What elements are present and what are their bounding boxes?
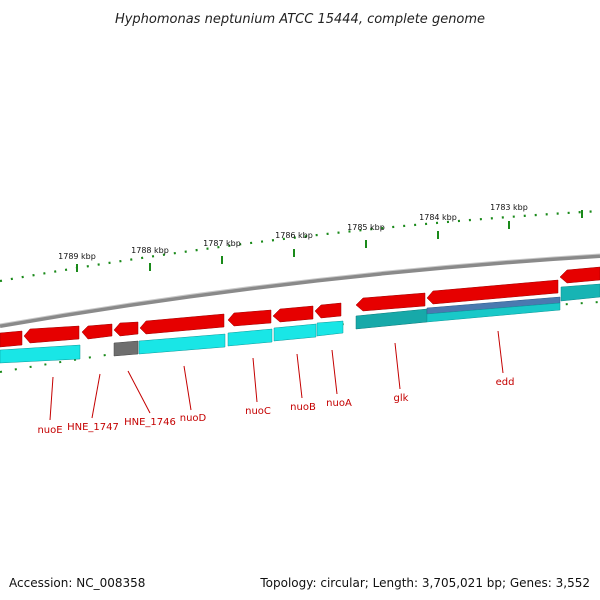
gene-next-forward[interactable] [559,266,600,284]
scale-label-1788: 1788 kbp [131,246,169,255]
gene-nuoE-reverse[interactable] [0,344,81,364]
gene-HNE_1746-forward[interactable] [113,321,139,337]
gene-label[interactable]: nuoE [37,425,62,436]
gene-label[interactable]: nuoA [326,398,352,409]
gene-nuoF[interactable] [23,325,80,344]
gene-HNE_1747-forward[interactable] [81,323,113,340]
reverse-strand [0,283,600,364]
leader-nuoB [296,353,303,399]
gene-label[interactable]: nuoB [290,402,316,413]
genome-summary-text: Topology: circular; Length: 3,705,021 bp… [259,576,590,590]
gene-next-reverse[interactable] [560,283,600,302]
leader-glk [394,342,401,390]
scale-label-1786: 1786 kbp [275,231,313,240]
major-ticks [76,210,583,272]
gene-labels: nuoE HNE_1747 HNE_1746 nuoD nuoC nuoB nu… [37,377,514,436]
scale-label-1787: 1787 kbp [203,239,241,248]
gene-nuoC-forward[interactable] [227,309,272,327]
gene-label[interactable]: HNE_1747 [67,422,119,433]
leader-nuoC [252,357,258,403]
leader-HNE_1747 [91,373,101,419]
gene-nuoB-reverse[interactable] [273,323,317,342]
genome-backbone-highlight [0,253,600,325]
label-leaders [49,330,504,421]
gene-HNE_1746-pseudo[interactable] [113,340,139,357]
forward-strand [0,266,600,348]
gene-edd-reverse-lower[interactable] [426,302,561,323]
scale-label-1783: 1783 kbp [490,203,528,212]
gene-nuoA-reverse[interactable] [316,320,344,337]
gene-nuoC-reverse[interactable] [227,328,273,347]
scale-label-1789: 1789 kbp [58,252,96,261]
genome-backbone [0,254,600,328]
map-title: Hyphomonas neptunium ATCC 15444, complet… [115,12,485,27]
leader-nuoD [183,365,192,411]
gene-nuoE-forward[interactable] [0,330,23,348]
gene-label[interactable]: nuoD [180,413,207,424]
gene-glk-forward[interactable] [355,292,426,312]
accession-text: Accession: NC_008358 [9,576,145,590]
leader-HNE_1746 [127,370,151,414]
gene-glk-reverse[interactable] [355,308,428,330]
gene-label[interactable]: glk [394,393,409,404]
leader-nuoA [331,349,338,395]
gene-label[interactable]: nuoC [245,406,271,417]
scale-label-1784: 1784 kbp [419,213,457,222]
gene-label[interactable]: HNE_1746 [124,417,176,428]
gene-nuoB-forward[interactable] [272,305,314,323]
leader-nuoE [49,376,54,421]
leader-edd [497,330,504,374]
gene-nuoA-forward[interactable] [314,302,342,319]
scale-label-1785: 1785 kbp [347,223,385,232]
scale-labels: 1789 kbp 1788 kbp 1787 kbp 1786 kbp 1785… [58,203,528,261]
gene-nuoD-forward[interactable] [139,313,225,335]
gene-label[interactable]: edd [496,377,515,388]
gene-edd-forward[interactable] [426,279,559,305]
gene-nuoD-reverse[interactable] [138,333,226,355]
